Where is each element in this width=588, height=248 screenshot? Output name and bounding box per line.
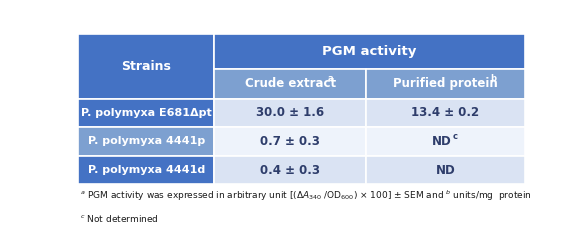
Text: $^a$ PGM activity was expressed in arbitrary unit [($\Delta\mathit{A}_{340}$ /OD: $^a$ PGM activity was expressed in arbit… (81, 189, 532, 203)
Text: Crude extract: Crude extract (245, 77, 336, 90)
Bar (78, 33, 214, 98)
Text: ND: ND (432, 135, 452, 148)
Bar (78, 127, 214, 156)
Text: Purified protein: Purified protein (393, 77, 498, 90)
Bar (214, 98, 366, 127)
Bar (214, 156, 366, 185)
Bar (78, 98, 214, 127)
Text: ND: ND (436, 164, 455, 177)
Text: 0.4 ± 0.3: 0.4 ± 0.3 (260, 164, 320, 177)
Bar (214, 127, 366, 156)
Bar (366, 69, 524, 98)
Text: Strains: Strains (121, 60, 171, 73)
Bar (214, 69, 366, 98)
Text: PGM activity: PGM activity (322, 45, 417, 58)
Text: 13.4 ± 0.2: 13.4 ± 0.2 (412, 106, 479, 119)
Text: P. polymyxa E681Δpt: P. polymyxa E681Δpt (81, 108, 212, 118)
Text: 0.7 ± 0.3: 0.7 ± 0.3 (260, 135, 320, 148)
Bar (366, 127, 524, 156)
Text: P. polymyxa 4441d: P. polymyxa 4441d (88, 165, 205, 175)
Bar (214, 33, 524, 69)
Bar (78, 156, 214, 185)
Text: b: b (490, 74, 496, 83)
Text: c: c (453, 132, 458, 141)
Bar (366, 156, 524, 185)
Text: 30.0 ± 1.6: 30.0 ± 1.6 (256, 106, 324, 119)
Text: a: a (328, 74, 333, 83)
Text: P. polymyxa 4441p: P. polymyxa 4441p (88, 136, 205, 147)
Bar (366, 98, 524, 127)
Text: $^c$ Not determined: $^c$ Not determined (81, 213, 159, 224)
